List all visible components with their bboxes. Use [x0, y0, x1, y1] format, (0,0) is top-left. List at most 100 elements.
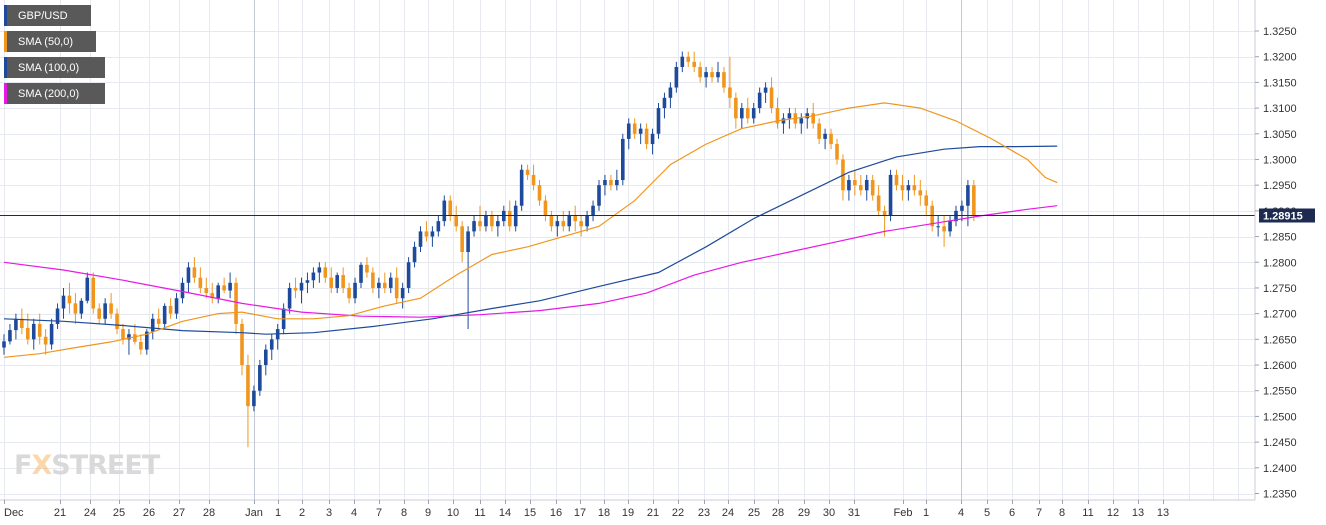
y-tick-label: 1.2500: [1263, 411, 1297, 423]
candle: [133, 323, 137, 345]
candle: [722, 66, 726, 93]
legend-sma-50[interactable]: SMA (50,0): [4, 31, 96, 52]
x-tick-label: 8: [1059, 507, 1065, 519]
candle: [823, 128, 827, 150]
candle: [109, 293, 113, 319]
candle: [43, 329, 48, 355]
candle: [20, 308, 24, 335]
x-tick-label: 7: [376, 507, 382, 519]
candle: [751, 102, 756, 124]
candle: [222, 277, 226, 294]
candle: [305, 272, 310, 294]
candle: [198, 267, 203, 294]
x-axis: Dec 21 24 25 26 27 28 Jan 1 2 3 4 7 8 9 10 11 14 15 16 17 18 1…: [4, 500, 1169, 519]
x-tick-label: 24: [722, 507, 734, 519]
x-tick-label: 13: [1157, 507, 1169, 519]
candle: [644, 123, 649, 150]
candle: [240, 318, 244, 376]
candle: [186, 262, 191, 294]
candle: [353, 277, 357, 304]
candle: [287, 282, 292, 314]
x-tick-label: 26: [143, 507, 155, 519]
candle: [335, 272, 339, 294]
y-tick-label: 1.3050: [1263, 129, 1297, 141]
candle: [442, 195, 447, 227]
candle: [371, 267, 375, 294]
legend-sma-200[interactable]: SMA (200,0): [4, 83, 105, 104]
candle: [787, 108, 792, 129]
candle: [841, 154, 845, 201]
candle: [853, 169, 857, 196]
candle: [859, 174, 863, 196]
y-tick-label: 1.2750: [1263, 283, 1297, 295]
x-tick-label: 18: [598, 507, 610, 519]
candle: [519, 164, 524, 211]
x-tick-label: 15: [524, 507, 536, 519]
candle: [638, 123, 643, 145]
x-tick-label: 1: [275, 507, 281, 519]
candle: [299, 277, 304, 304]
x-tick-label: 22: [672, 507, 684, 519]
x-tick-label: 16: [550, 507, 562, 519]
y-tick-label: 1.2600: [1263, 360, 1297, 372]
candle: [460, 221, 464, 263]
candle: [603, 174, 607, 196]
candle: [864, 174, 869, 201]
y-axis: 1.2350 1.2400 1.2450 1.2500 1.2550 1.2600 1.26…: [1255, 26, 1297, 501]
x-tick-label: 28: [772, 507, 784, 519]
candle: [210, 282, 215, 304]
candle: [686, 51, 691, 67]
candle: [894, 169, 899, 191]
y-tick-label: 1.3000: [1263, 154, 1297, 166]
candle: [67, 282, 72, 314]
x-tick-label: 31: [848, 507, 860, 519]
candle: [585, 210, 589, 232]
candle: [55, 303, 60, 330]
x-tick-label: 30: [823, 507, 835, 519]
candle: [775, 97, 780, 129]
sma-50-line: [3, 102, 1058, 358]
x-tick-label: 7: [1036, 507, 1042, 519]
session-separators: [254, 0, 962, 500]
candle: [454, 205, 458, 232]
x-tick-label: 12: [1107, 507, 1119, 519]
candle: [388, 272, 393, 294]
y-tick-label: 1.2400: [1263, 463, 1297, 475]
current-price-label: 1.28915: [1263, 211, 1303, 223]
legend-gbpusd[interactable]: GBP/USD: [4, 5, 91, 26]
candle: [525, 164, 530, 181]
candle: [121, 323, 125, 345]
candle: [383, 272, 387, 294]
candle: [615, 169, 619, 191]
candle: [543, 195, 548, 222]
candle: [204, 277, 209, 299]
candle: [430, 226, 435, 247]
x-tick-label: 21: [647, 507, 659, 519]
x-tick-label: 11: [1082, 507, 1093, 519]
candle: [496, 216, 500, 237]
candle: [626, 118, 631, 150]
y-tick-label: 1.3200: [1263, 52, 1297, 64]
candle: [531, 164, 536, 191]
candle: [829, 128, 833, 150]
candle: [26, 313, 30, 345]
candle: [650, 128, 655, 155]
x-tick-label: 4: [351, 507, 357, 519]
legend: GBP/USD SMA (50,0) SMA (100,0) SMA (200,…: [4, 5, 105, 109]
candle: [174, 293, 179, 319]
candle: [948, 216, 952, 237]
y-tick-label: 1.2350: [1263, 489, 1297, 501]
candle: [311, 267, 316, 288]
candle: [168, 298, 173, 319]
candle: [769, 77, 774, 114]
candle: [906, 180, 911, 201]
candle: [252, 385, 256, 412]
candle: [621, 133, 625, 186]
x-tick-label: 11: [474, 507, 485, 519]
sma-200-line: [3, 205, 1058, 318]
legend-sma-100[interactable]: SMA (100,0): [4, 57, 105, 78]
candle: [710, 66, 714, 83]
candle: [448, 195, 453, 222]
y-tick-label: 1.2850: [1263, 232, 1297, 244]
